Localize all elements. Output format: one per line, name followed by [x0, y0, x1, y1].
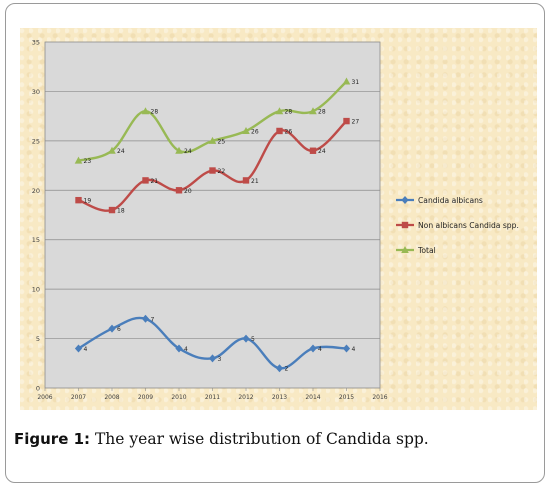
data-label: 24 [117, 148, 125, 155]
data-point [242, 334, 250, 343]
x-tick-label: 2013 [272, 394, 287, 401]
data-label: 3 [218, 356, 222, 363]
data-label: 26 [251, 128, 259, 135]
data-label: 31 [352, 79, 360, 86]
figure-caption: Figure 1: The year wise distribution of … [14, 430, 534, 448]
data-label: 4 [352, 346, 356, 353]
data-label: 4 [84, 346, 88, 353]
y-tick-label: 5 [36, 335, 40, 343]
series-1: 19 18 21 20 22 21 26 24 27 [75, 117, 360, 215]
data-label: 7 [151, 316, 155, 323]
data-point [275, 364, 284, 373]
data-point [242, 177, 250, 184]
legend-label: Non albicans Candida spp. [418, 221, 519, 230]
data-label: 5 [251, 336, 255, 343]
y-tick-label: 0 [36, 385, 40, 393]
data-point [142, 177, 149, 184]
x-tick-label: 2008 [104, 394, 119, 401]
data-point [208, 354, 217, 363]
plot-background [44, 41, 381, 389]
y-tick-label: 30 [32, 88, 40, 96]
data-label: 21 [251, 178, 259, 185]
x-tick-label: 2012 [238, 394, 253, 401]
data-point [275, 107, 284, 115]
data-label: 4 [318, 346, 322, 353]
x-tick-label: 2006 [37, 394, 52, 401]
data-label: 19 [84, 198, 92, 205]
data-label: 25 [218, 138, 226, 145]
x-tick-label: 2010 [171, 394, 186, 401]
series-0: 4 6 7 4 3 5 2 4 4 [74, 314, 356, 373]
data-label: 24 [184, 148, 192, 155]
data-point [309, 147, 317, 154]
data-point [343, 117, 350, 125]
data-point [309, 107, 317, 115]
data-label: 4 [184, 346, 188, 353]
data-label: 26 [285, 128, 293, 135]
x-tick-label: 2015 [339, 394, 354, 401]
series-2: 23 24 28 24 25 26 28 28 31 [74, 77, 360, 165]
data-point [74, 344, 83, 353]
data-point [108, 146, 116, 154]
data-label: 28 [285, 109, 293, 116]
data-point [175, 344, 183, 353]
data-point [108, 206, 116, 214]
legend-marker [401, 196, 409, 204]
data-point [108, 324, 116, 333]
data-point [309, 344, 317, 353]
data-label: 23 [84, 158, 92, 165]
y-tick-label: 15 [32, 236, 40, 244]
data-point [342, 344, 351, 353]
x-tick-label: 2014 [305, 394, 320, 401]
y-tick-label: 35 [32, 39, 40, 47]
legend-entry-1: Non albicans Candida spp. [396, 221, 519, 230]
data-label: 18 [117, 208, 125, 215]
legend-marker [401, 246, 409, 253]
data-point [175, 187, 183, 194]
data-label: 2 [285, 366, 289, 373]
data-label: 20 [184, 188, 192, 195]
data-label: 22 [218, 168, 226, 175]
data-label: 28 [318, 109, 326, 116]
x-tick-label: 2016 [372, 394, 387, 401]
legend-label: Candida albicans [418, 196, 483, 205]
legend-entry-2: Total [396, 246, 436, 255]
data-point [342, 77, 351, 85]
data-label: 24 [318, 148, 326, 155]
data-point [209, 167, 216, 174]
figure-caption-text: The year wise distribution of Candida sp… [90, 430, 429, 448]
data-label: 27 [352, 119, 360, 126]
y-tick-label: 20 [32, 187, 40, 195]
x-tick-label: 2011 [205, 394, 220, 401]
figure-label: Figure 1: [14, 430, 91, 448]
data-point [208, 136, 217, 144]
data-point [141, 314, 150, 323]
x-tick-label: 2009 [138, 394, 153, 401]
data-label: 28 [151, 109, 159, 116]
legend-marker [401, 221, 409, 229]
y-tick-label: 10 [32, 286, 40, 294]
data-point [141, 107, 150, 115]
y-tick-label: 25 [32, 137, 40, 145]
data-label: 21 [151, 178, 159, 185]
data-point [175, 146, 183, 154]
data-point [242, 126, 250, 134]
data-point [75, 196, 82, 204]
data-label: 6 [117, 326, 121, 333]
legend-label: Total [417, 246, 436, 255]
legend-entry-0: Candida albicans [396, 196, 483, 205]
data-point [276, 127, 283, 135]
x-tick-label: 2007 [71, 394, 86, 401]
data-point [74, 156, 83, 164]
